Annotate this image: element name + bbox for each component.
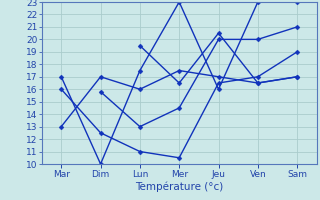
X-axis label: Température (°c): Température (°c) [135,181,223,192]
